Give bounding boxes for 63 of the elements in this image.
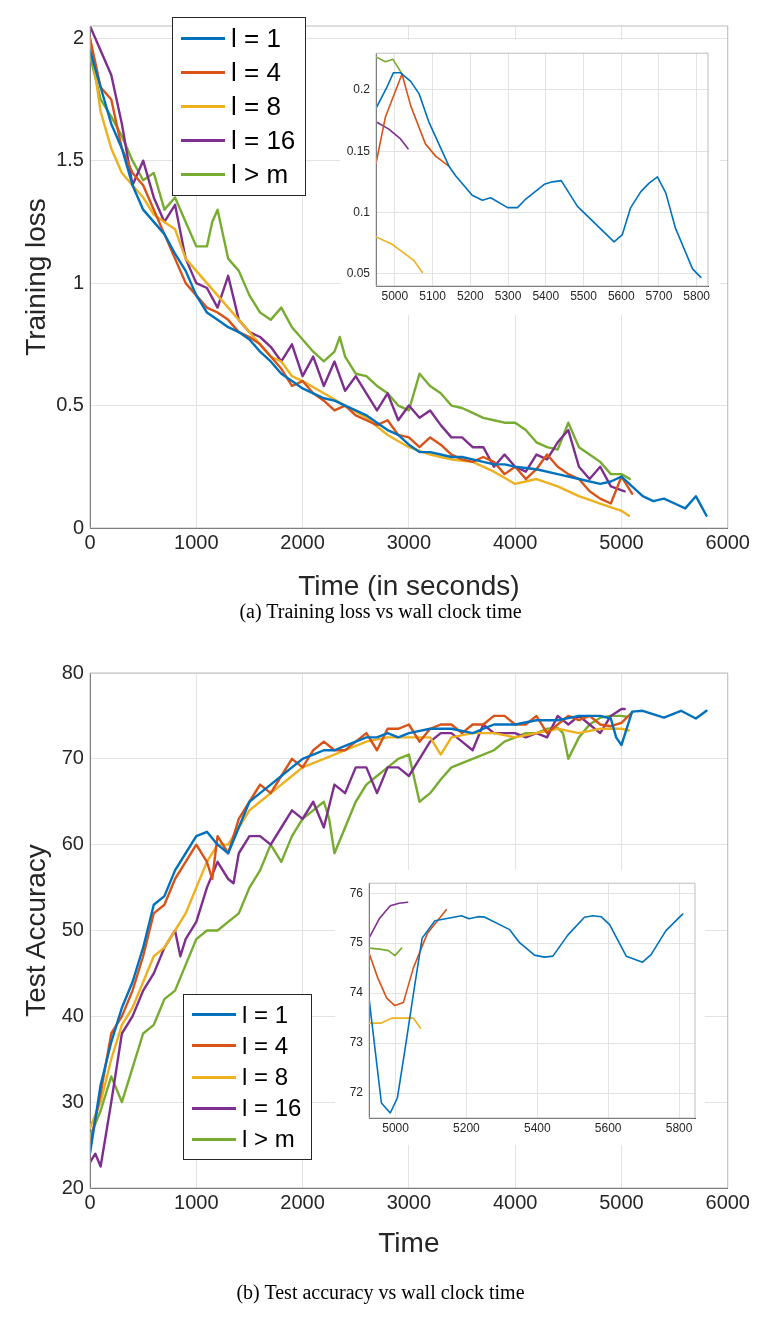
x-axis-title: Time (in seconds) [298,569,520,601]
x-tick-label: 5000 [599,530,644,553]
y-tick-label: 2 [72,25,84,48]
x-tick-label: 5400 [523,1120,551,1135]
x-tick-label: 5700 [645,288,673,303]
y-tick-label: 40 [61,1003,84,1026]
y-axis-title: Training loss [19,198,51,356]
y-tick-label: 20 [61,1175,84,1198]
y-tick-label: 60 [61,832,84,855]
y-tick-label: 0.05 [346,266,371,281]
y-tick-label: 50 [61,918,84,941]
y-tick-label: 75 [349,935,364,950]
y-tick-label: 70 [61,746,84,769]
legend-label: l > m [242,1125,295,1154]
x-tick-label: 5000 [381,288,409,303]
y-tick-label: 72 [349,1085,364,1100]
legend-label: l = 8 [242,1063,289,1092]
x-tick-label: 6000 [705,530,750,553]
legend-label: l = 4 [231,57,281,89]
y-tick-label: 0.1 [353,204,371,219]
x-tick-label: 5200 [453,1120,481,1135]
x-tick-label: 5000 [599,1190,644,1213]
x-tick-label: 5300 [494,288,522,303]
x-tick-label: 5400 [532,288,560,303]
legend-label: l = 1 [231,23,281,55]
legend-label: l = 1 [242,1000,289,1029]
y-tick-label: 1.5 [56,148,84,171]
legend-label: l = 4 [242,1031,289,1060]
y-tick-label: 0 [72,515,84,538]
x-tick-label: 6000 [705,1190,750,1213]
x-tick-label: 3000 [386,530,432,553]
x-tick-label: 5800 [665,1120,693,1135]
x-axis-title: Time [378,1226,440,1258]
y-axis-title: Test Accuracy [19,844,51,1017]
y-tick-label: 0.2 [353,82,371,97]
x-tick-label: 5200 [456,288,484,303]
x-tick-label: 3000 [386,1190,432,1213]
text: (a) Training loss vs wall clock time [238,600,523,623]
legend-label: l = 16 [231,124,296,156]
y-tick-label: 0.5 [56,393,84,416]
x-tick-label: 1000 [174,530,219,553]
x-tick-label: 5600 [594,1120,622,1135]
x-tick-label: 5500 [570,288,598,303]
x-tick-label: 5600 [607,288,635,303]
y-tick-label: 80 [61,660,84,683]
legend-label: l = 16 [242,1094,302,1123]
x-tick-label: 5000 [382,1120,410,1135]
y-tick-label: 30 [61,1089,84,1112]
x-tick-label: 4000 [492,530,538,553]
y-tick-label: 73 [349,1035,364,1050]
y-tick-label: 74 [349,985,364,1000]
legend-label: l > m [231,158,289,190]
y-tick-label: 0.15 [346,143,371,158]
y-tick-label: 1 [72,270,84,293]
x-tick-label: 5800 [683,288,711,303]
y-tick-label: 76 [349,885,364,900]
x-tick-label: 2000 [280,1190,325,1213]
text: (b) Test accuracy vs wall clock time [235,1281,526,1304]
x-tick-label: 2000 [280,530,325,553]
x-tick-label: 1000 [174,1190,219,1213]
x-tick-label: 5100 [419,288,447,303]
x-tick-label: 4000 [492,1190,538,1213]
legend-label: l = 8 [231,90,281,122]
